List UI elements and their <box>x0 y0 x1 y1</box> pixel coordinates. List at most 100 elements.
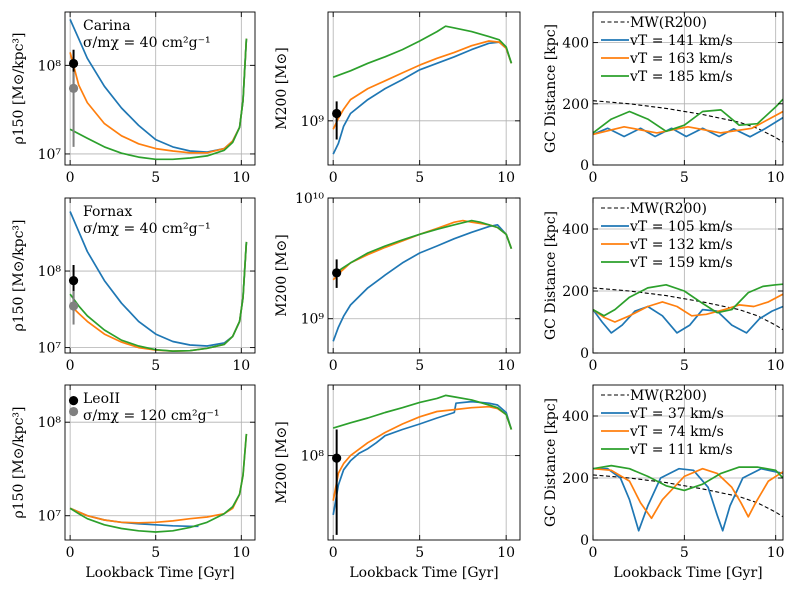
x-axis-label: Lookback Time [Gyr] <box>85 565 234 581</box>
x-axis-label: Lookback Time [Gyr] <box>349 565 498 581</box>
series-line-vt-111-km-s <box>593 464 783 492</box>
data-point-observed <box>332 453 342 463</box>
axes-frame <box>64 384 256 541</box>
axes-frame <box>64 197 256 354</box>
x-tick-label: 10 <box>767 545 785 561</box>
x-tick-label: 5 <box>151 170 160 186</box>
y-axis-label: ρ150 [M⊙/kpc³] <box>11 32 27 144</box>
y-tick-label: 10⁸ <box>301 449 325 465</box>
series-line-blue <box>332 223 513 342</box>
axes-frame <box>592 11 784 166</box>
y-tick-label: 200 <box>562 471 589 487</box>
y-tick-label: 10⁹ <box>301 114 325 130</box>
y-tick-label: 10⁹ <box>301 312 325 328</box>
y-tick-label: 200 <box>562 97 589 113</box>
legend-entry: MW(R200) <box>630 15 707 31</box>
x-axis-label: Lookback Time [Gyr] <box>613 565 762 581</box>
series-group <box>332 394 513 516</box>
legend-entry: vT = 111 km/s <box>629 442 733 458</box>
cross-section-label: σ/mχ = 40 cm²g⁻¹ <box>83 221 211 237</box>
panel-leoii-density: 0 5 10 10⁷ 10⁸ ρ150 [M⊙/kpc³] Lookback Time [G… <box>11 384 256 581</box>
legend-entry: vT = 141 km/s <box>629 33 733 49</box>
legend-entry: vT = 37 km/s <box>629 406 724 422</box>
series-group <box>593 464 783 532</box>
series-line-vt-37-km-s <box>593 467 783 532</box>
data-point-observed <box>68 276 79 286</box>
x-tick-label: 0 <box>66 545 75 561</box>
series-group <box>593 98 783 143</box>
panel-leoii-mass: 0 5 10 10⁸ M200 [M⊙] Lookback Time [Gyr] <box>274 384 521 581</box>
series-line-green <box>69 38 248 161</box>
x-tick-label: 5 <box>151 358 160 374</box>
legend-entry: MW(R200) <box>630 388 707 404</box>
series-group <box>69 19 248 161</box>
legend-entry: vT = 132 km/s <box>629 237 733 253</box>
legend-entry: vT = 74 km/s <box>629 424 724 440</box>
x-tick-label: 0 <box>589 545 598 561</box>
y-tick-label: 400 <box>562 222 589 238</box>
legend-entry: MW(R200) <box>630 201 707 217</box>
x-tick-label: 5 <box>415 358 424 374</box>
legend-entry: vT = 185 km/s <box>629 69 733 85</box>
data-point-observed-alt <box>68 301 79 311</box>
axes-frame <box>327 384 521 541</box>
x-tick-label: 10 <box>767 170 785 186</box>
x-tick-label: 0 <box>589 170 598 186</box>
series-line-vt-105-km-s <box>593 305 783 334</box>
series-group <box>69 211 248 352</box>
y-tick-label: 10⁷ <box>38 509 62 525</box>
y-tick-label: 10¹⁰ <box>295 191 324 207</box>
axes-frame <box>327 197 521 354</box>
y-tick-label: 0 <box>580 346 589 362</box>
y-axis-label: ρ150 [M⊙/kpc³] <box>11 219 27 331</box>
y-axis-label: M200 [M⊙] <box>274 234 290 317</box>
panel-carina-mass: 0 5 10 10⁹ M200 [M⊙] <box>274 11 521 186</box>
series-line-orange <box>332 40 513 130</box>
series-line-vt-132-km-s <box>593 293 783 323</box>
x-tick-label: 0 <box>329 170 338 186</box>
axes-frame <box>327 11 521 166</box>
series-group <box>332 25 513 155</box>
y-axis-label: M200 [M⊙] <box>274 47 290 130</box>
series-line-green <box>332 394 513 430</box>
galaxy-name: LeoII <box>83 391 120 407</box>
y-tick-label: 0 <box>580 533 589 549</box>
series-line-green <box>69 241 248 352</box>
x-tick-label: 5 <box>415 170 424 186</box>
legend-entry: vT = 159 km/s <box>629 255 733 271</box>
y-axis-label: GC Distance [kpc] <box>543 24 559 153</box>
series-line-vt-163-km-s <box>593 110 783 136</box>
series-line-blue <box>69 507 199 528</box>
axes-frame <box>64 11 256 166</box>
x-tick-label: 5 <box>415 545 424 561</box>
x-tick-label: 10 <box>497 170 515 186</box>
y-tick-label: 10⁷ <box>38 147 62 163</box>
y-axis-label: ρ150 [M⊙/kpc³] <box>11 406 27 518</box>
y-tick-label: 10⁷ <box>38 341 62 357</box>
x-tick-label: 10 <box>497 545 515 561</box>
series-line-mw-r200- <box>593 100 783 143</box>
x-tick-label: 5 <box>680 545 689 561</box>
series-line-blue <box>332 41 513 155</box>
x-tick-label: 10 <box>497 358 515 374</box>
series-line-orange <box>332 219 513 281</box>
x-tick-label: 10 <box>232 358 250 374</box>
x-tick-label: 10 <box>767 358 785 374</box>
x-tick-label: 0 <box>589 358 598 374</box>
galaxy-name: Fornax <box>83 204 132 220</box>
y-tick-label: 400 <box>562 409 589 425</box>
x-tick-label: 5 <box>680 358 689 374</box>
y-tick-label: 0 <box>580 158 589 174</box>
x-tick-label: 10 <box>232 170 250 186</box>
y-tick-label: 200 <box>562 284 589 300</box>
x-tick-label: 0 <box>66 358 75 374</box>
x-tick-label: 0 <box>329 358 338 374</box>
data-point-observed <box>332 108 342 119</box>
series-group <box>69 433 248 533</box>
